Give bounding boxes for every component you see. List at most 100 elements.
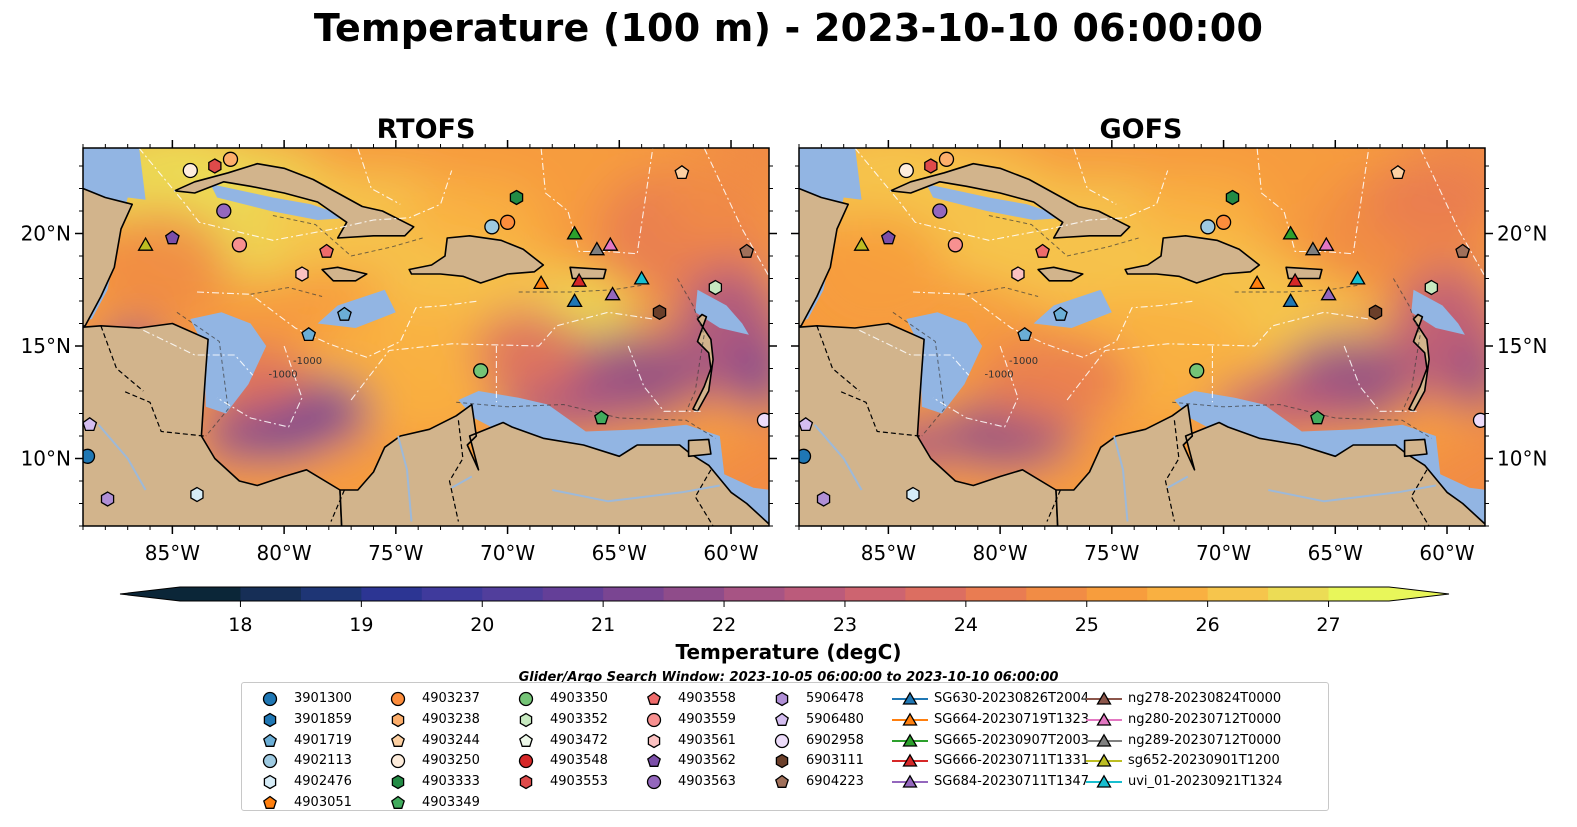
x-tick-label: 80°W (972, 541, 1027, 565)
legend-triangle-icon (902, 774, 918, 788)
legend-label: 6904223 (806, 774, 864, 790)
panel-title-gofs: GOFS (1099, 114, 1183, 145)
river (397, 435, 413, 522)
river (1268, 484, 1436, 503)
observation-triangle (566, 293, 583, 308)
isobath-1000m (966, 286, 1039, 297)
legend-marker (1086, 691, 1122, 705)
x-tick-label: 60°W (703, 541, 758, 565)
isobath-1000m (272, 215, 423, 257)
isobath-label: -1000 (985, 370, 1014, 381)
colorbar-tick-label: 23 (833, 614, 857, 636)
isobath-1000m (988, 215, 1139, 257)
observation-triangle (602, 236, 619, 251)
observation-triangle (1282, 293, 1299, 308)
y-tick-label: 20°N (21, 222, 71, 246)
observation-pentagon (1390, 164, 1406, 180)
observation-triangle (588, 241, 606, 256)
x-tick-label: 65°W (1308, 541, 1363, 565)
legend-label: 4903237 (422, 691, 480, 706)
legend-label: 4903562 (678, 753, 736, 769)
observation-hexagon (1011, 266, 1025, 282)
river (1167, 475, 1189, 489)
observation-pentagon (1455, 243, 1471, 258)
isobath-1000m (456, 401, 716, 439)
colorbar-tick-label: 19 (349, 614, 373, 636)
eez-boundary (1419, 148, 1485, 277)
legend-marker (892, 733, 928, 747)
legend-label: 4903244 (422, 732, 480, 748)
country-border (122, 390, 204, 437)
eez-boundary (138, 148, 453, 241)
observation-triangle (1349, 270, 1366, 285)
observation-hexagon (1424, 279, 1439, 296)
observation-pentagon (1035, 243, 1050, 258)
y-tick-label: 15°N (1497, 334, 1547, 358)
temperature-patch (94, 208, 229, 322)
legend-marker (647, 733, 661, 748)
legend-label: uvi_01-20230921T1324 (1128, 774, 1283, 790)
observation-pentagon (799, 417, 814, 432)
legend-marker (263, 774, 277, 790)
legend-marker (646, 775, 662, 790)
river (451, 475, 473, 489)
colorbar-segment (1086, 587, 1148, 601)
colorbar-segment (1207, 587, 1269, 601)
legend-circle-icon (518, 754, 534, 769)
legend-marker (263, 712, 277, 728)
legend-triangle-icon (1096, 712, 1112, 726)
legend-circle-icon (646, 712, 662, 727)
legend-circle-icon (390, 754, 406, 769)
land-small-isles (1408, 313, 1430, 413)
observation-triangle (1304, 241, 1322, 256)
colorbar-tick-label: 18 (228, 614, 252, 636)
legend-hexagon-icon (263, 774, 277, 790)
observation-pentagon (1017, 326, 1033, 342)
observation-triangle (137, 236, 154, 251)
legend-marker (518, 691, 534, 707)
colorbar-outline (119, 586, 1450, 602)
colorbar-tick-label: 20 (470, 614, 494, 636)
legend-label: ng289-20230712T0000 (1128, 732, 1282, 748)
legend-label: 3901859 (294, 711, 352, 727)
eez-boundary (627, 345, 702, 412)
eez-boundary (932, 345, 1019, 428)
legend-marker (391, 712, 405, 728)
colorbar (119, 586, 1450, 602)
observation-circle (756, 412, 769, 428)
eez-boundary (216, 345, 303, 428)
observation-circle (1189, 363, 1205, 379)
legend-label: 4903561 (678, 732, 736, 748)
colorbar-segment (421, 587, 483, 601)
eez-boundary (703, 148, 769, 277)
legend-label: 4903352 (550, 711, 608, 727)
shelf-area (1033, 289, 1112, 328)
observation-circle (947, 237, 964, 253)
observation-triangle (633, 270, 650, 285)
x-tick-label: 65°W (592, 541, 647, 565)
legend-marker (647, 691, 661, 705)
colorbar-segment (724, 587, 786, 601)
temperature-patch (977, 334, 1135, 425)
observation-circle (222, 151, 239, 167)
observation-hexagon (924, 158, 938, 174)
legend-label: 4903238 (422, 711, 480, 727)
eez-boundary (540, 148, 654, 255)
legend-triangle-icon (902, 712, 918, 726)
legend-circle-icon (262, 691, 278, 707)
legend-hexagon-icon (263, 712, 277, 728)
legend-label: 5906478 (806, 691, 864, 706)
observation-hexagon (295, 266, 309, 282)
colorbar-segment (300, 587, 362, 601)
temperature-patch (1368, 154, 1485, 245)
isobath-1000m (250, 286, 323, 297)
x-tick-label: 70°W (480, 541, 535, 565)
legend-marker (262, 691, 278, 707)
colorbar-segment (1328, 587, 1390, 601)
colorbar-segment (180, 587, 242, 601)
temperature-patch (735, 339, 769, 412)
land-hispaniola (408, 235, 545, 284)
river (813, 424, 863, 491)
legend-circle-icon (518, 691, 534, 707)
country-border (694, 469, 714, 526)
